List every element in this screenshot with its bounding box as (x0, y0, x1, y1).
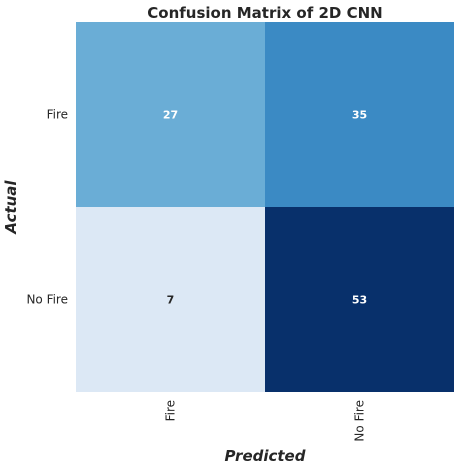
heatmap-cell-0-0 (76, 22, 265, 207)
cell-value-label-1-0: 7 (167, 294, 175, 307)
x-tick-label: No Fire (353, 400, 367, 442)
cell-value-label-0-1: 35 (352, 109, 367, 122)
chart-title: Confusion Matrix of 2D CNN (147, 4, 382, 22)
x-tick-label: Fire (164, 400, 178, 421)
heatmap-cells (76, 22, 454, 392)
heatmap-cell-0-1 (265, 22, 454, 207)
cell-value-label-0-0: 27 (163, 109, 178, 122)
y-tick-label: No Fire (26, 293, 68, 307)
heatmap-cell-1-0 (76, 207, 265, 392)
y-axis-label: Actual (2, 180, 20, 235)
y-tick-label: Fire (47, 108, 68, 122)
heatmap-cell-labels: 27 35 7 53 (163, 109, 367, 307)
cell-value-label-1-1: 53 (352, 294, 367, 307)
heatmap-cell-1-1 (265, 207, 454, 392)
x-axis-label: Predicted (225, 447, 306, 465)
x-axis-ticks: Fire No Fire (164, 400, 367, 442)
y-axis-ticks: Fire No Fire (26, 108, 68, 307)
